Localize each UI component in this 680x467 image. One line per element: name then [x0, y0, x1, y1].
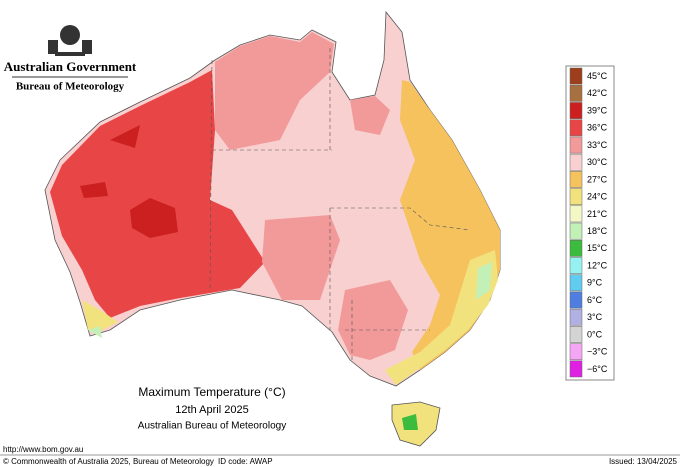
legend-label: 42°C [587, 88, 608, 98]
footer-copyright: © Commonwealth of Australia 2025, Bureau… [3, 457, 214, 466]
legend-swatch [569, 153, 583, 171]
map-title: Maximum Temperature (°C) [138, 385, 285, 399]
legend-label: 21°C [587, 209, 608, 219]
very-hot [80, 125, 178, 238]
legend-swatch [569, 119, 583, 137]
legend-swatch [569, 326, 583, 343]
legend-label: −6°C [587, 364, 608, 374]
borders [209, 45, 471, 360]
legend-label: 15°C [587, 243, 608, 253]
legend-label: 45°C [587, 71, 608, 81]
legend-label: 27°C [587, 174, 608, 184]
legend-label: 9°C [587, 278, 603, 288]
legend-swatch [569, 291, 583, 309]
legend-swatch [569, 343, 583, 361]
map-date: 12th April 2025 [175, 404, 248, 416]
legend-swatch [569, 84, 583, 102]
legend-label: 33°C [587, 140, 608, 150]
legend-swatch [569, 274, 583, 292]
legend-swatch [569, 222, 583, 240]
footer-url: http://www.bom.gov.au [3, 445, 83, 454]
tasmania-cool [402, 414, 418, 430]
gov-title: Australian Government [4, 59, 137, 74]
legend-swatch [569, 205, 583, 223]
legend-label: 30°C [587, 157, 608, 167]
legend-label: 24°C [587, 192, 608, 202]
legend-swatch [569, 239, 583, 257]
legend: 45°C 42°C 39°C 36°C 33°C 30°C 27°C 24°C 21°C 18°C… [565, 65, 615, 381]
warm-center [215, 32, 408, 360]
map-source: Australian Bureau of Meteorology [138, 421, 286, 432]
legend-label: 3°C [587, 312, 603, 322]
legend-swatch [569, 136, 583, 154]
legend-label: 6°C [587, 295, 603, 305]
legend-swatch [569, 257, 583, 274]
legend-swatch [569, 360, 583, 378]
legend-swatch [569, 171, 583, 188]
footer-id: ID code: AWAP [218, 457, 273, 466]
legend-label: 12°C [587, 260, 608, 270]
legend-swatch [569, 308, 583, 326]
legend-swatch [569, 188, 583, 206]
legend-label: 0°C [587, 329, 603, 339]
legend-label: 18°C [587, 226, 608, 236]
legend-label: −3°C [587, 347, 608, 357]
legend-label: 39°C [587, 105, 608, 115]
legend-label: 36°C [587, 123, 608, 133]
legend-swatch [569, 67, 583, 85]
legend-swatch [569, 102, 583, 119]
crest [48, 25, 92, 56]
agency-title: Bureau of Meteorology [16, 81, 125, 93]
footer-issued: Issued: 13/04/2025 [609, 457, 678, 466]
